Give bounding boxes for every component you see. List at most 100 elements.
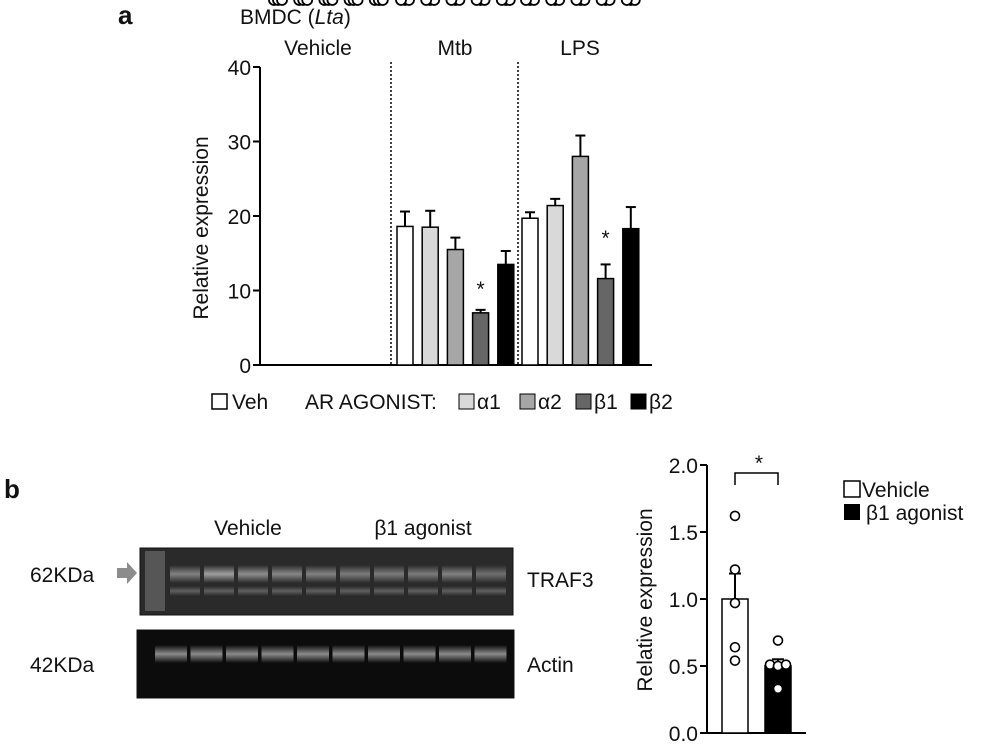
data-point xyxy=(570,0,583,6)
legend-label-b1-agonist: β1 agonist xyxy=(866,502,963,525)
panel-a-y-label: Relative expression xyxy=(190,136,213,319)
band-lower xyxy=(374,586,404,596)
data-point xyxy=(326,0,339,6)
band-actin xyxy=(226,645,258,663)
band-actin xyxy=(332,645,365,663)
y-tick-label: 40 xyxy=(228,57,251,80)
band-lower xyxy=(204,586,234,596)
panel-a-legend: Veh AR AGONIST: α1 α2 β1 β2 xyxy=(211,391,673,414)
band-traf3 xyxy=(408,565,438,583)
data-point xyxy=(495,0,508,6)
group-label-vehicle: Vehicle xyxy=(284,37,352,60)
data-point xyxy=(470,0,483,6)
data-point xyxy=(445,0,458,6)
data-point xyxy=(395,0,407,6)
data-point xyxy=(729,641,741,653)
bar-lps-β2 xyxy=(622,227,640,366)
data-point xyxy=(351,0,364,6)
band-actin xyxy=(190,645,223,663)
legend-label-a2: α2 xyxy=(538,391,562,414)
band-traf3 xyxy=(442,565,472,583)
panel-b-y-label: Relative expression xyxy=(634,508,657,691)
data-point xyxy=(780,659,792,670)
legend-label-vehicle: Vehicle xyxy=(862,479,930,502)
blot-label-b1-agonist: β1 agonist xyxy=(374,517,471,540)
y-tick-label: 2.0 xyxy=(669,455,698,478)
legend-swatch-a2 xyxy=(519,393,536,410)
band-lower xyxy=(408,586,438,596)
data-point xyxy=(772,635,784,646)
data-point xyxy=(729,597,741,609)
data-point xyxy=(729,564,741,575)
panel-a-title: BMDC (Lta) xyxy=(240,6,351,29)
y-tick-label: 30 xyxy=(228,132,251,155)
blot-label-vehicle: Vehicle xyxy=(214,517,282,540)
data-point xyxy=(729,655,741,666)
group-label-lps: LPS xyxy=(560,37,600,60)
legend-swatch-vehicle xyxy=(843,480,861,498)
band-lower xyxy=(272,586,302,596)
group-label-mtb: Mtb xyxy=(437,37,472,60)
data-point xyxy=(729,510,741,522)
blot-label-traf3: TRAF3 xyxy=(527,569,594,592)
band-actin xyxy=(439,645,471,663)
band-traf3 xyxy=(374,565,404,583)
bar-mtb-β2 xyxy=(497,263,515,366)
band-actin xyxy=(261,645,294,663)
band-traf3 xyxy=(476,565,506,583)
significance-star: * xyxy=(602,227,610,250)
panel-a-letter: a xyxy=(118,0,133,30)
band-traf3 xyxy=(340,565,370,583)
band-actin xyxy=(155,645,187,663)
western-blot xyxy=(136,547,515,699)
panel-a-plot: ** xyxy=(259,0,652,366)
blot-label-actin: Actin xyxy=(527,654,574,677)
panel-b-plot xyxy=(706,465,806,734)
legend-swatch-a1 xyxy=(458,393,475,410)
bar-lps-α2 xyxy=(571,155,590,366)
legend-swatch-b1-agonist xyxy=(844,504,860,520)
band-lower xyxy=(170,586,200,596)
band-traf3 xyxy=(170,565,200,583)
y-tick-label: 1.5 xyxy=(669,522,698,545)
y-tick-label: 0.5 xyxy=(669,656,698,679)
marker-62kda: 62KDa xyxy=(30,564,95,587)
ladder-lane xyxy=(145,551,165,611)
legend-swatch-b1 xyxy=(575,393,592,410)
data-point xyxy=(276,0,288,6)
bar-lps-β1 xyxy=(596,277,615,366)
panel-b-letter: b xyxy=(4,474,20,504)
band-actin xyxy=(297,645,329,663)
band-actin xyxy=(368,645,400,663)
data-point xyxy=(620,0,633,6)
data-point xyxy=(520,0,532,6)
band-actin xyxy=(403,645,436,663)
data-point xyxy=(595,0,608,6)
bar-mtb-Veh xyxy=(396,225,414,366)
marker-42kda: 42KDa xyxy=(30,654,95,677)
y-tick-label: 10 xyxy=(228,281,251,304)
blot-actin xyxy=(136,629,515,699)
panel-b-legend: Vehicle β1 agonist xyxy=(843,479,963,525)
band-lower xyxy=(442,586,472,596)
band-lower xyxy=(476,586,506,596)
panel-b-y-ticks: 0.0 0.5 1.0 1.5 2.0 xyxy=(669,455,707,746)
band-lower xyxy=(340,586,370,596)
legend-agonist-prefix: AR AGONIST: xyxy=(305,391,437,414)
data-point xyxy=(376,0,389,6)
significance-star: * xyxy=(477,278,485,301)
bar-vehicle xyxy=(721,598,749,734)
band-lower xyxy=(306,586,336,596)
significance-bracket xyxy=(734,472,779,485)
legend-label-a1: α1 xyxy=(477,391,501,414)
legend-label-b2: β2 xyxy=(649,391,673,414)
y-tick-label: 0.0 xyxy=(669,723,698,746)
panel-a-y-ticks: 0 10 20 30 40 xyxy=(228,57,260,378)
y-tick-label: 1.0 xyxy=(669,589,698,612)
band-actin xyxy=(474,645,507,663)
band-traf3 xyxy=(306,565,336,583)
legend-label-b1: β1 xyxy=(594,391,618,414)
legend-label-veh: Veh xyxy=(232,391,268,414)
band-traf3 xyxy=(272,565,302,583)
